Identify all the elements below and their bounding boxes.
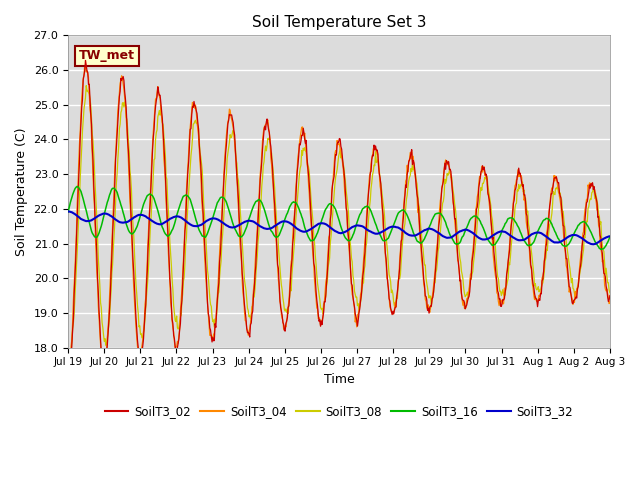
SoilT3_32	[65, 209, 73, 215]
Y-axis label: Soil Temperature (C): Soil Temperature (C)	[15, 127, 28, 256]
Legend: SoilT3_02, SoilT3_04, SoilT3_08, SoilT3_16, SoilT3_32: SoilT3_02, SoilT3_04, SoilT3_08, SoilT3_…	[100, 400, 578, 423]
SoilT3_08	[186, 176, 193, 181]
SoilT3_04	[422, 297, 429, 302]
SoilT3_16	[406, 218, 413, 224]
SoilT3_16	[214, 199, 222, 204]
SoilT3_16	[597, 247, 605, 252]
SoilT3_16	[74, 183, 81, 189]
Text: TW_met: TW_met	[79, 49, 135, 62]
SoilT3_16	[64, 209, 72, 215]
SoilT3_04	[81, 61, 88, 67]
SoilT3_04	[64, 379, 72, 384]
Line: SoilT3_04: SoilT3_04	[68, 64, 610, 382]
SoilT3_02	[606, 293, 614, 299]
SoilT3_32	[589, 241, 597, 247]
SoilT3_32	[406, 232, 413, 238]
SoilT3_02	[131, 301, 139, 307]
SoilT3_02	[186, 126, 194, 132]
SoilT3_04	[131, 298, 138, 304]
Title: Soil Temperature Set 3: Soil Temperature Set 3	[252, 15, 426, 30]
SoilT3_04	[214, 281, 222, 287]
SoilT3_02	[215, 280, 223, 286]
SoilT3_08	[214, 291, 222, 297]
SoilT3_32	[186, 221, 193, 227]
SoilT3_08	[406, 174, 413, 180]
SoilT3_02	[64, 370, 72, 375]
SoilT3_08	[422, 262, 429, 268]
SoilT3_32	[422, 227, 429, 233]
Line: SoilT3_02: SoilT3_02	[68, 60, 610, 377]
SoilT3_16	[131, 229, 138, 235]
SoilT3_16	[186, 195, 193, 201]
SoilT3_04	[74, 184, 82, 190]
SoilT3_16	[606, 234, 614, 240]
SoilT3_04	[406, 157, 413, 163]
Line: SoilT3_16: SoilT3_16	[68, 186, 610, 250]
SoilT3_08	[74, 232, 82, 238]
SoilT3_08	[131, 251, 138, 256]
SoilT3_08	[64, 353, 72, 359]
SoilT3_04	[606, 299, 614, 305]
SoilT3_32	[75, 214, 83, 220]
SoilT3_32	[214, 217, 222, 223]
SoilT3_02	[75, 175, 83, 181]
X-axis label: Time: Time	[324, 373, 355, 386]
SoilT3_02	[82, 58, 90, 63]
SoilT3_04	[186, 132, 193, 138]
SoilT3_16	[422, 234, 429, 240]
SoilT3_02	[422, 293, 430, 299]
SoilT3_32	[606, 233, 614, 239]
SoilT3_08	[606, 290, 614, 296]
SoilT3_08	[83, 83, 90, 88]
SoilT3_32	[131, 214, 138, 220]
Line: SoilT3_08: SoilT3_08	[68, 85, 610, 356]
SoilT3_32	[64, 209, 72, 215]
SoilT3_02	[65, 374, 73, 380]
SoilT3_16	[75, 185, 83, 191]
SoilT3_02	[406, 155, 414, 160]
Line: SoilT3_32: SoilT3_32	[68, 212, 610, 244]
